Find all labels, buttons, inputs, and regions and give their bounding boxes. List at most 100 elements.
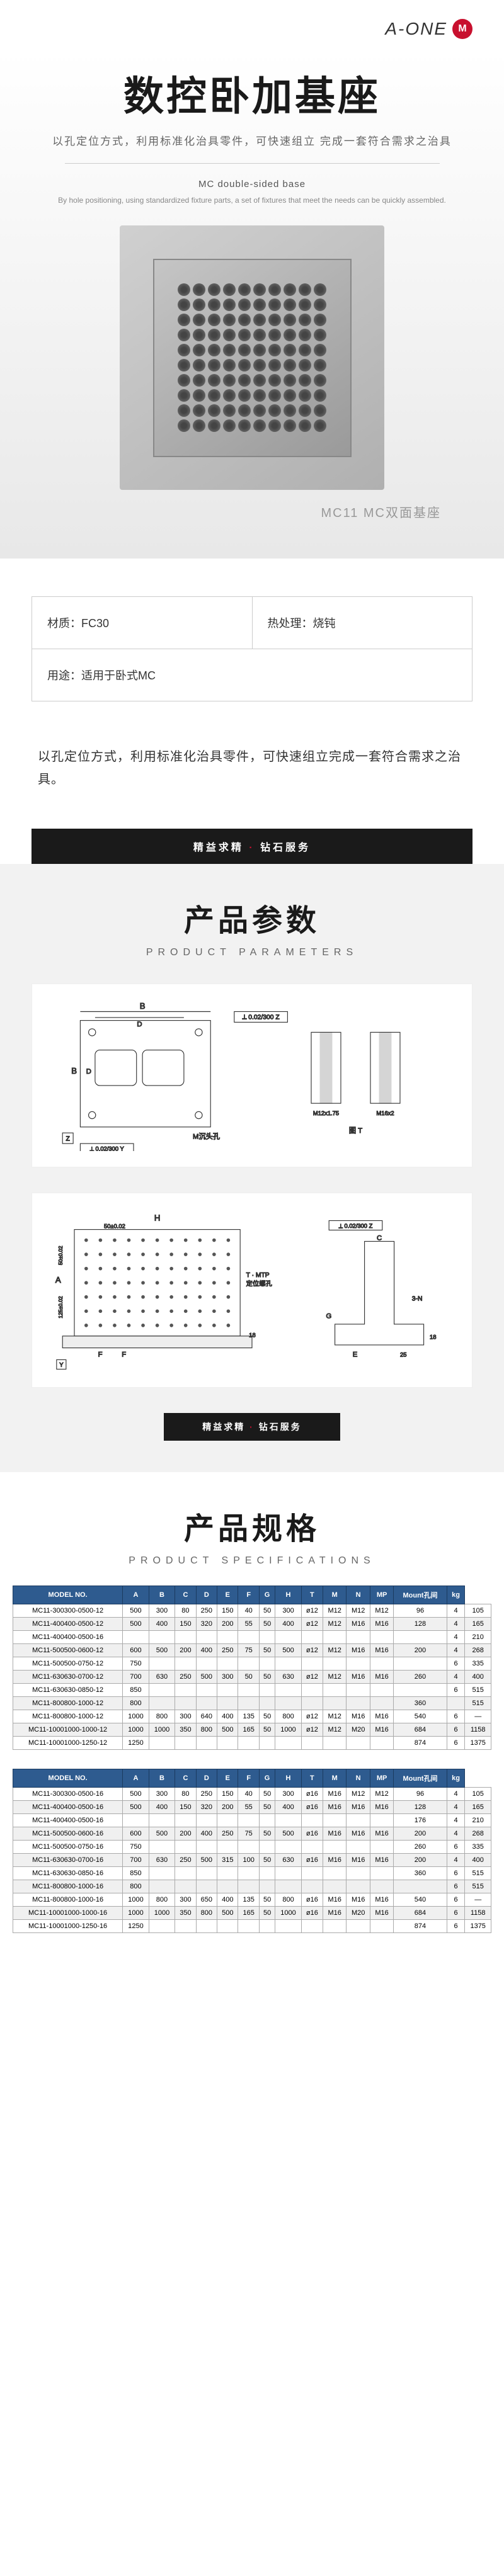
table-row: MC11-800800-1000-16100080030065040013550…: [13, 1893, 491, 1906]
table-header: F: [238, 1586, 259, 1604]
table-row: MC11-300300-0500-16500300802501504050300…: [13, 1787, 491, 1800]
table-row: MC11-10001000-1250-12125087461375: [13, 1736, 491, 1749]
table-header: A: [123, 1586, 149, 1604]
svg-text:25: 25: [400, 1351, 406, 1358]
svg-text:D: D: [86, 1068, 91, 1075]
table-row: MC11-400400-0500-164210: [13, 1630, 491, 1643]
specs-title: 产品规格: [0, 1504, 504, 1548]
ribbon-1: 精益求精 · 钻石服务: [32, 829, 472, 864]
table-header: Mount孔间: [394, 1769, 447, 1787]
table-header: A: [123, 1769, 149, 1787]
hero-en-sub: By hole positioning, using standardized …: [32, 195, 472, 207]
svg-text:⟂ 0.02/300 Z: ⟂ 0.02/300 Z: [339, 1222, 373, 1228]
svg-text:F: F: [122, 1351, 126, 1358]
svg-text:B: B: [140, 1001, 146, 1011]
specs-section: 产品规格 PRODUCT SPECIFICATIONS MODEL NO.ABC…: [0, 1472, 504, 1971]
hero-section: 数控卧加基座 以孔定位方式，利用标准化治具零件，可快速组立 完成一套符合需求之治…: [0, 52, 504, 559]
svg-text:50±0.02: 50±0.02: [104, 1222, 125, 1229]
svg-text:图 T: 图 T: [349, 1126, 362, 1135]
table-row: MC11-630630-0850-168503606515: [13, 1866, 491, 1880]
table-header: C: [175, 1586, 196, 1604]
table-row: MC11-500500-0750-167502606335: [13, 1840, 491, 1853]
spec-material: 材质：FC30: [32, 597, 253, 649]
diagram-top: B D B D ⟂ 0.02/300 Z M沉头孔 Z ⟂ 0.02/300 Y…: [32, 984, 472, 1167]
table-header: D: [196, 1586, 217, 1604]
logo: A-ONE M: [385, 19, 472, 39]
table-header: H: [275, 1586, 302, 1604]
table-row: MC11-500500-0600-12600500200400250755050…: [13, 1643, 491, 1657]
svg-text:T · MTP: T · MTP: [246, 1271, 270, 1278]
svg-text:A: A: [55, 1275, 61, 1285]
table-header: E: [217, 1769, 238, 1787]
table-1: MODEL NO.ABCDEFGHTMNMPMount孔间kgMC11-3003…: [13, 1586, 491, 1750]
logo-icon: M: [452, 19, 472, 39]
ribbon-2: 精益求精 · 钻石服务: [164, 1413, 340, 1441]
table-header: B: [149, 1769, 175, 1787]
svg-text:Y: Y: [59, 1361, 64, 1368]
table-header: M: [323, 1769, 346, 1787]
table-row: MC11-630630-0850-128506515: [13, 1683, 491, 1696]
params-title: 产品参数: [0, 895, 504, 939]
table-header: Mount孔间: [394, 1586, 447, 1604]
svg-text:B: B: [71, 1066, 77, 1075]
hero-title: 数控卧加基座: [32, 64, 472, 122]
svg-text:E: E: [353, 1351, 358, 1358]
spec-usage: 用途：适用于卧式MC: [32, 649, 472, 701]
table-row: MC11-300300-0500-12500300802501504050300…: [13, 1604, 491, 1617]
table-row: MC11-500500-0600-16600500200400250755050…: [13, 1827, 491, 1840]
svg-text:D: D: [137, 1021, 142, 1028]
table-header: MP: [370, 1769, 393, 1787]
table-header: T: [301, 1769, 323, 1787]
table-header: D: [196, 1769, 217, 1787]
table-header: F: [238, 1769, 259, 1787]
table-header: E: [217, 1586, 238, 1604]
specs-sub: PRODUCT SPECIFICATIONS: [0, 1555, 504, 1567]
svg-text:3-N: 3-N: [412, 1295, 423, 1302]
divider: [65, 163, 440, 164]
table-row: MC11-800800-1000-168006515: [13, 1880, 491, 1893]
table-header: G: [259, 1586, 275, 1604]
svg-text:G: G: [326, 1312, 331, 1320]
svg-text:18: 18: [249, 1331, 255, 1338]
table-row: MC11-630630-0700-16700630250500315100506…: [13, 1853, 491, 1866]
hero-subtitle: 以孔定位方式，利用标准化治具零件，可快速组立 完成一套符合需求之治具: [32, 132, 472, 148]
table-header: C: [175, 1769, 196, 1787]
svg-text:Z: Z: [66, 1136, 70, 1143]
header: A-ONE M: [0, 0, 504, 52]
table-row: MC11-800800-1000-12800360515: [13, 1696, 491, 1710]
svg-text:定位螺孔: 定位螺孔: [246, 1279, 273, 1287]
table-header: T: [301, 1586, 323, 1604]
svg-text:⟂ 0.02/300 Y: ⟂ 0.02/300 Y: [90, 1145, 125, 1151]
table-header: MODEL NO.: [13, 1769, 123, 1787]
table-row: MC11-10001000-1000-161000100035080050016…: [13, 1906, 491, 1919]
logo-text: A-ONE: [385, 19, 447, 39]
table-header: MP: [370, 1586, 393, 1604]
svg-text:M12x1.75: M12x1.75: [313, 1109, 339, 1116]
table-row: MC11-400400-0500-161764210: [13, 1813, 491, 1827]
params-sub: PRODUCT PARAMETERS: [0, 947, 504, 958]
table-row: MC11-500500-0750-127506335: [13, 1657, 491, 1670]
table-header: B: [149, 1586, 175, 1604]
svg-text:M沉头孔: M沉头孔: [193, 1133, 220, 1141]
table-header: kg: [447, 1769, 465, 1787]
table-header: N: [346, 1586, 370, 1604]
table-row: MC11-10001000-1250-16125087461375: [13, 1919, 491, 1932]
spec-box: 材质：FC30 热处理：烧钝 用途：适用于卧式MC: [32, 596, 472, 701]
hero-en-title: MC double-sided base: [32, 179, 472, 190]
table-row: MC11-10001000-1000-121000100035080050016…: [13, 1723, 491, 1736]
table-header: kg: [447, 1586, 465, 1604]
table-header: G: [259, 1769, 275, 1787]
svg-text:18: 18: [430, 1333, 436, 1340]
table-row: MC11-400400-0500-16500400150320200555040…: [13, 1800, 491, 1813]
product-name: MC11 MC双面基座: [32, 502, 472, 521]
svg-text:M16x2: M16x2: [376, 1109, 394, 1116]
svg-text:F: F: [98, 1351, 103, 1358]
svg-text:125±0.02: 125±0.02: [57, 1296, 64, 1318]
svg-text:⟂ 0.02/300 Z: ⟂ 0.02/300 Z: [243, 1014, 280, 1021]
diagram-bottom: H 50±0.02 A 50±0.02 125±0.02 F F Y T · M…: [32, 1193, 472, 1388]
params-section: 产品参数 PRODUCT PARAMETERS B D B D ⟂ 0.02/3…: [0, 864, 504, 1472]
product-image: [120, 225, 384, 490]
table-2: MODEL NO.ABCDEFGHTMNMPMount孔间kgMC11-3003…: [13, 1769, 491, 1933]
spec-heat: 热处理：烧钝: [253, 597, 472, 649]
table-row: MC11-400400-0500-12500400150320200555040…: [13, 1617, 491, 1630]
